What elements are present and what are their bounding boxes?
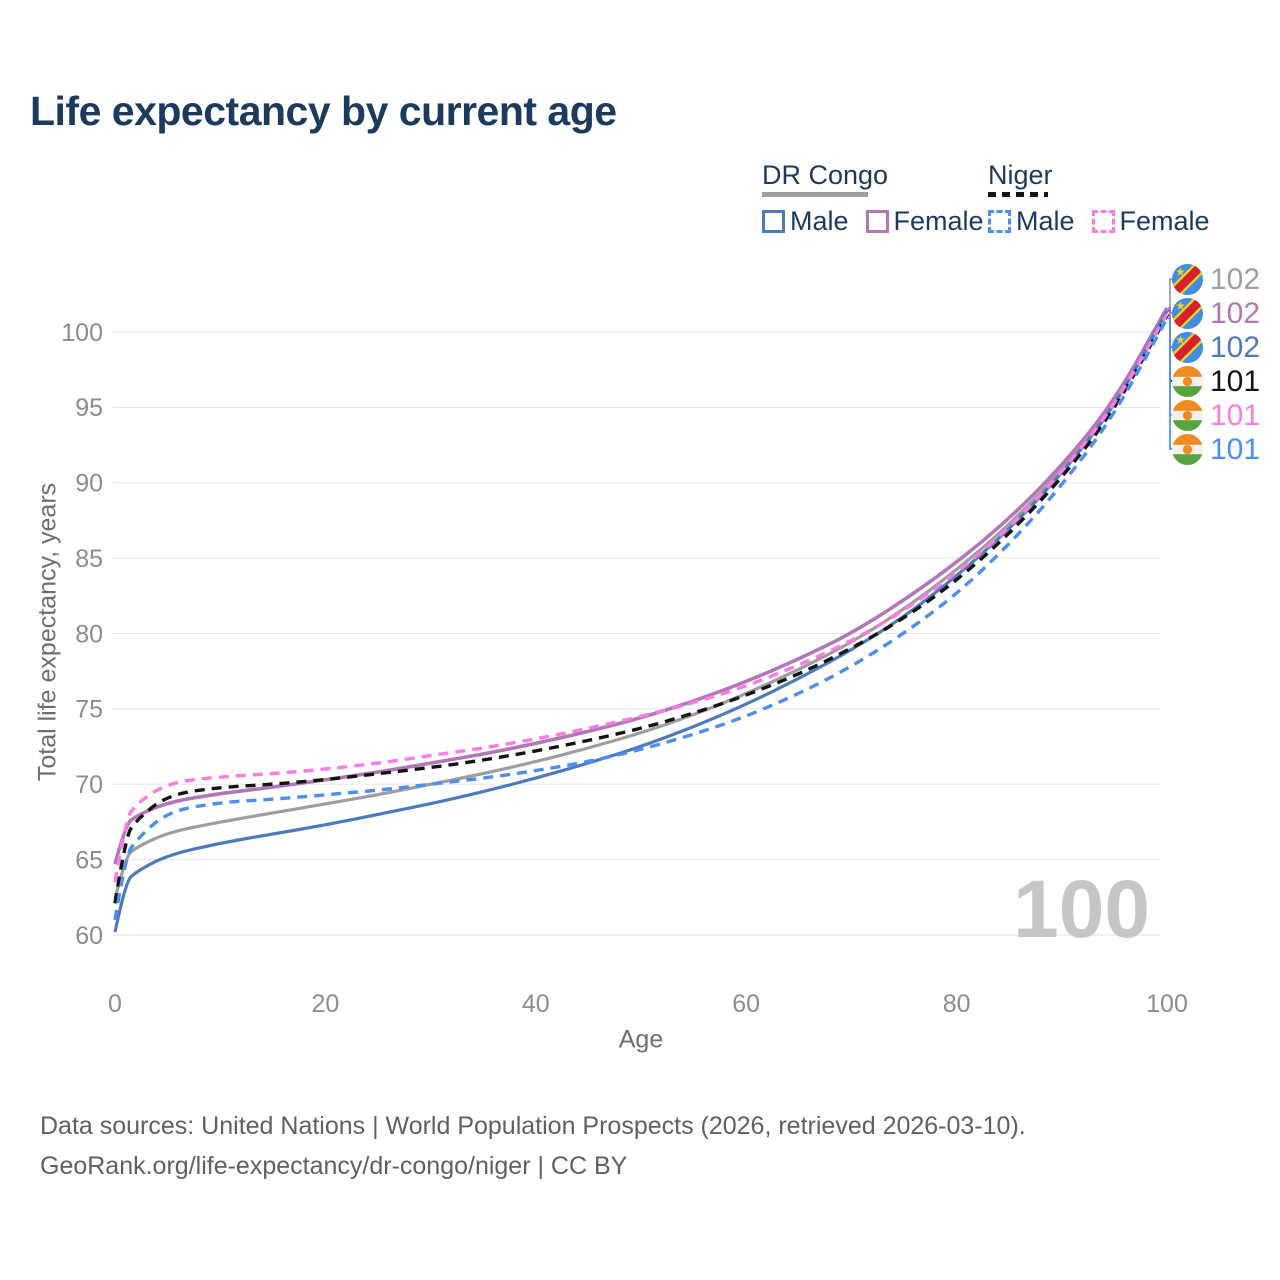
page-title: Life expectancy by current age [30,88,617,134]
endpoint-label-row: 101 [1172,365,1260,397]
drc-female-swatch-icon [865,210,889,233]
dr-congo-flag-icon [1172,297,1203,329]
niger-flag-icon [1172,365,1203,397]
drc-male-swatch-icon [762,210,785,233]
data-sources-text: Data sources: United Nations | World Pop… [40,1112,1026,1140]
endpoint-value: 101 [1210,398,1261,432]
endpoint-label-row: 102 [1172,297,1260,329]
svg-text:0: 0 [108,990,122,1018]
svg-text:80: 80 [75,620,103,648]
svg-text:80: 80 [943,990,971,1018]
attribution-link[interactable]: GeoRank.org/life-expectancy/dr-congo/nig… [40,1152,628,1180]
endpoint-value: 101 [1210,364,1261,398]
legend-header-dr-congo[interactable]: DR Congo [762,160,889,190]
endpoint-value: 102 [1210,296,1261,330]
svg-text:60: 60 [732,990,760,1018]
legend-item-drc-male[interactable]: Male [762,206,849,237]
niger-flag-icon [1172,399,1203,431]
legend-item-label: Female [893,206,984,236]
niger-dashed-line-sample [988,192,1048,197]
dr-congo-solid-line-sample [762,192,868,197]
niger-flag-icon [1172,433,1203,465]
svg-text:60: 60 [75,922,103,950]
svg-text:100: 100 [61,319,103,347]
endpoint-label-row: 102 [1172,331,1260,363]
endpoint-label-row: 101 [1172,433,1260,465]
legend-header-niger[interactable]: Niger [988,160,1053,190]
line-chart-plot: 60 65 70 75 80 85 90 95 100 0 20 40 60 80 100 [61,278,1188,1018]
svg-text:85: 85 [75,545,103,573]
legend-item-label: Female [1119,206,1210,236]
endpoint-label-row: 101 [1172,399,1260,431]
endpoint-value: 102 [1210,330,1261,364]
legend-item-niger-female[interactable]: Female [1091,206,1210,237]
legend-item-niger-male[interactable]: Male [988,206,1075,237]
svg-text:75: 75 [75,696,103,724]
y-axis-title: Total life expectancy, years [33,482,62,782]
footer: Data sources: United Nations | World Pop… [40,1106,1026,1186]
legend-item-drc-female[interactable]: Female [865,206,984,237]
svg-text:90: 90 [75,470,103,498]
svg-text:65: 65 [75,846,103,874]
age-counter-watermark: 100 [1013,864,1150,955]
endpoint-label-row: 102 [1172,263,1260,295]
legend-group-niger: Niger Male Female [988,160,1210,237]
svg-text:100: 100 [1146,990,1188,1018]
endpoint-value: 102 [1210,262,1261,296]
dr-congo-flag-icon [1172,263,1203,295]
svg-text:95: 95 [75,394,103,422]
niger-male-swatch-icon [988,210,1011,233]
legend-group-dr-congo: DR Congo Male Female [762,160,984,237]
legend-item-label: Male [1016,206,1075,236]
x-axis-title: Age [618,1025,664,1054]
svg-text:40: 40 [522,990,550,1018]
svg-text:70: 70 [75,771,103,799]
niger-female-swatch-icon [1091,210,1115,233]
dr-congo-flag-icon [1172,331,1203,363]
legend-item-label: Male [790,206,849,236]
endpoint-value: 101 [1210,432,1261,466]
svg-text:20: 20 [311,990,339,1018]
